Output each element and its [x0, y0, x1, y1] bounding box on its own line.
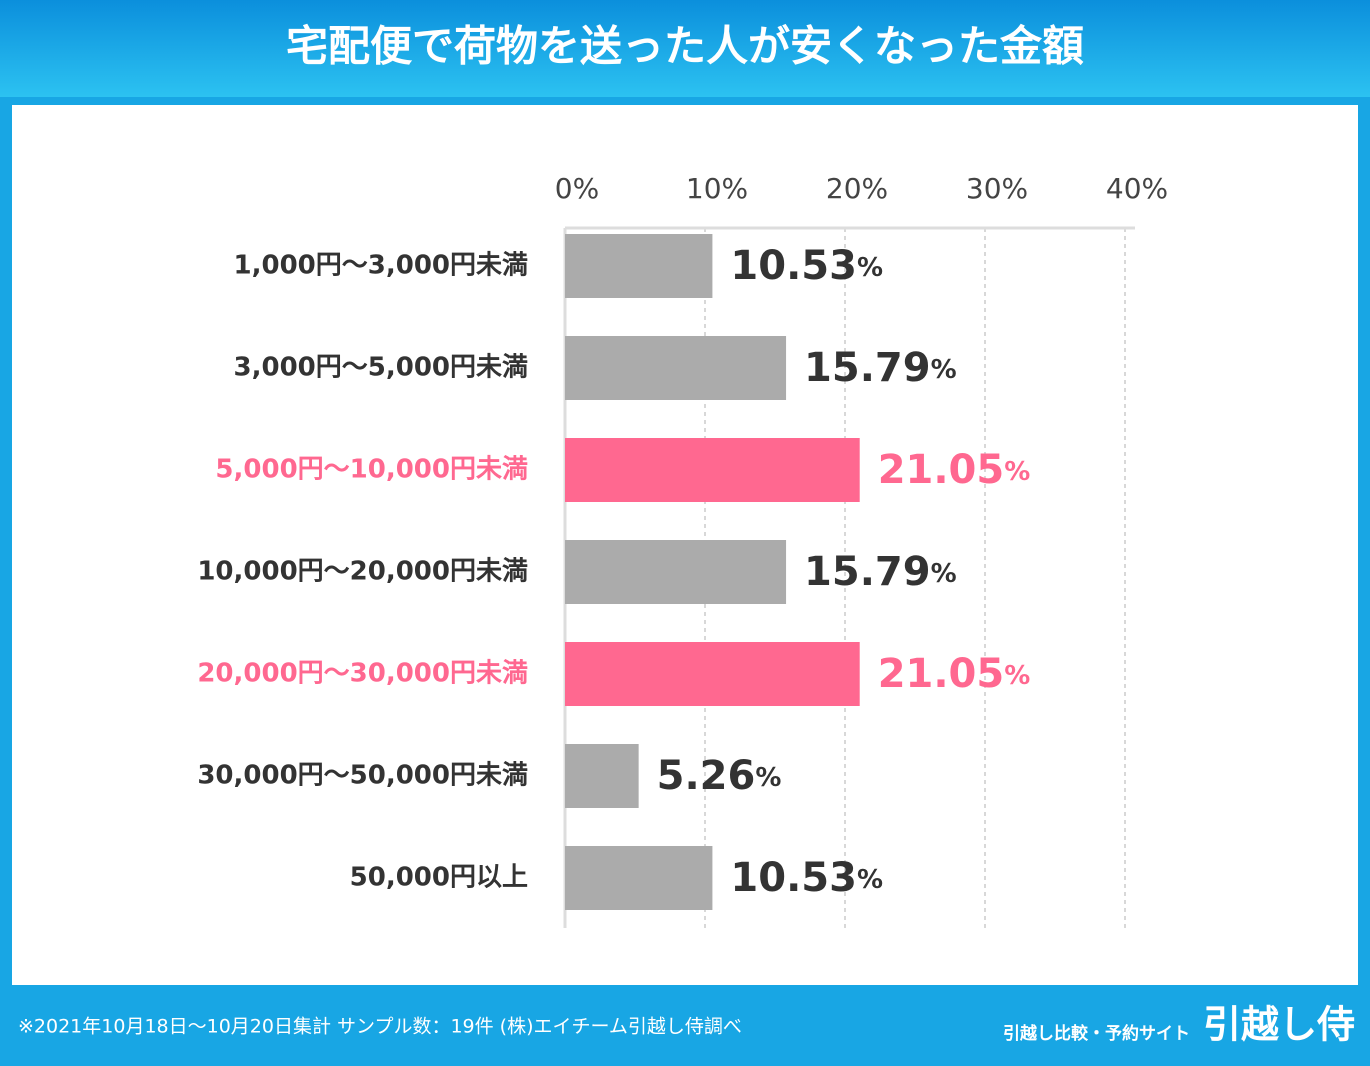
title-bar — [0, 0, 1370, 97]
brand-name: 引越し侍 — [1203, 1003, 1355, 1047]
value-label: 15.79% — [804, 345, 957, 391]
value-label: 10.53% — [730, 243, 883, 289]
category-label: 50,000円以上 — [350, 863, 528, 893]
value-label: 21.05% — [878, 447, 1031, 493]
bar — [565, 438, 860, 502]
chart-title: 宅配便で荷物を送った人が安くなった金額 — [286, 22, 1084, 71]
category-label: 5,000円～10,000円未満 — [215, 455, 528, 485]
category-label: 3,000円～5,000円未満 — [234, 353, 528, 383]
brand-tagline: 引越し比較・予約サイト — [1003, 1023, 1190, 1044]
x-tick-label: 10% — [686, 172, 748, 205]
footnote: ※2021年10月18日～10月20日集計 サンプル数：19件 (株)エイチーム… — [18, 1016, 742, 1038]
x-tick-label: 40% — [1106, 172, 1168, 205]
bar — [565, 744, 639, 808]
x-tick-label: 20% — [826, 172, 888, 205]
category-label: 1,000円～3,000円未満 — [234, 251, 528, 281]
bar — [565, 642, 860, 706]
bar — [565, 336, 787, 400]
value-label: 10.53% — [730, 855, 883, 901]
value-label: 5.26% — [657, 753, 782, 799]
value-label: 21.05% — [878, 651, 1031, 697]
bar — [565, 540, 787, 604]
category-label: 30,000円～50,000円未満 — [197, 761, 528, 791]
value-label: 15.79% — [804, 549, 957, 595]
x-tick-label: 0% — [555, 172, 599, 205]
bar — [565, 234, 713, 298]
category-label: 10,000円～20,000円未満 — [197, 557, 528, 587]
category-label: 20,000円～30,000円未満 — [197, 659, 528, 689]
bar — [565, 846, 713, 910]
x-tick-label: 30% — [966, 172, 1028, 205]
